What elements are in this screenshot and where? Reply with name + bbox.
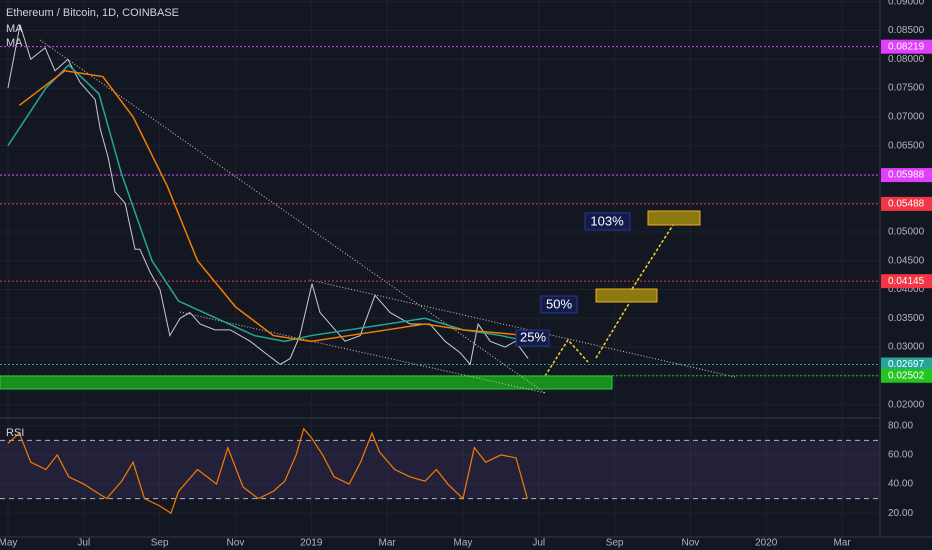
trendline bbox=[309, 279, 736, 378]
label-box bbox=[540, 295, 578, 314]
level-label: 0.04145 bbox=[888, 276, 925, 287]
x-tick-label: Sep bbox=[606, 538, 624, 549]
level-tag bbox=[881, 357, 932, 372]
x-tick-label: May bbox=[0, 538, 17, 549]
annotation: 25% bbox=[520, 329, 546, 344]
y-tick-label: 0.08000 bbox=[888, 54, 925, 65]
target-box bbox=[595, 288, 658, 303]
level-tag bbox=[881, 39, 932, 54]
x-tick-label: 2019 bbox=[300, 538, 323, 549]
x-tick-label: Mar bbox=[378, 538, 396, 549]
chart-title: Ethereum / Bitcoin, 1D, COINBASE bbox=[6, 7, 179, 19]
legend-item: MA bbox=[6, 37, 23, 49]
level-tag bbox=[881, 168, 932, 183]
y-tick-label: 0.08500 bbox=[888, 25, 925, 36]
y-tick-label: 0.05000 bbox=[888, 227, 925, 238]
y-tick-label: 0.07000 bbox=[888, 111, 925, 122]
x-tick-label: Sep bbox=[151, 538, 169, 549]
target-box bbox=[647, 210, 701, 226]
level-tag bbox=[881, 274, 932, 289]
y-tick-label: 0.03500 bbox=[888, 313, 925, 324]
x-tick-label: Nov bbox=[682, 538, 700, 549]
level-label: 0.02502 bbox=[888, 370, 925, 381]
annotation: 103% bbox=[590, 213, 624, 228]
grid bbox=[0, 0, 880, 537]
line bbox=[18, 70, 528, 343]
x-tick-label: 2020 bbox=[755, 538, 778, 549]
arrow bbox=[631, 224, 674, 290]
trendline bbox=[39, 39, 546, 394]
x-tick-label: Jul bbox=[532, 538, 545, 549]
level-label: 0.08219 bbox=[888, 41, 925, 52]
y-tick-label: 0.06500 bbox=[888, 140, 925, 151]
line bbox=[7, 63, 528, 343]
x-tick-label: Nov bbox=[227, 538, 245, 549]
y-tick-label: 80.00 bbox=[888, 420, 913, 431]
y-tick-label: 60.00 bbox=[888, 450, 913, 461]
arrow bbox=[595, 301, 631, 359]
x-tick-label: Jul bbox=[77, 538, 90, 549]
x-tick-label: May bbox=[453, 538, 472, 549]
y-tick-label: 20.00 bbox=[888, 508, 913, 519]
y-tick-label: 0.03000 bbox=[888, 342, 925, 353]
plot bbox=[0, 24, 880, 515]
line bbox=[7, 24, 529, 366]
y-tick-label: 0.04000 bbox=[888, 284, 925, 295]
y-tick-label: 0.09000 bbox=[888, 0, 925, 7]
level-label: 0.02697 bbox=[888, 359, 925, 370]
annotation: 50% bbox=[546, 296, 572, 311]
line bbox=[7, 427, 528, 515]
y-tick-label: 0.02000 bbox=[888, 399, 925, 410]
legend-item: MA bbox=[6, 23, 23, 35]
level-tag bbox=[881, 196, 932, 211]
x-tick-label: Mar bbox=[833, 538, 851, 549]
support-zone bbox=[0, 375, 613, 390]
trendline bbox=[179, 311, 546, 394]
level-label: 0.05988 bbox=[888, 170, 925, 181]
arrow bbox=[544, 338, 589, 377]
level-label: 0.05488 bbox=[888, 199, 925, 210]
rsi-band bbox=[0, 440, 880, 499]
label-box bbox=[515, 329, 550, 347]
y-tick-label: 40.00 bbox=[888, 479, 913, 490]
label-box bbox=[584, 212, 631, 231]
legend-item: RSI bbox=[6, 427, 24, 439]
y-tick-label: 0.04500 bbox=[888, 255, 925, 266]
y-tick-label: 0.07500 bbox=[888, 83, 925, 94]
level-tag bbox=[881, 368, 932, 383]
